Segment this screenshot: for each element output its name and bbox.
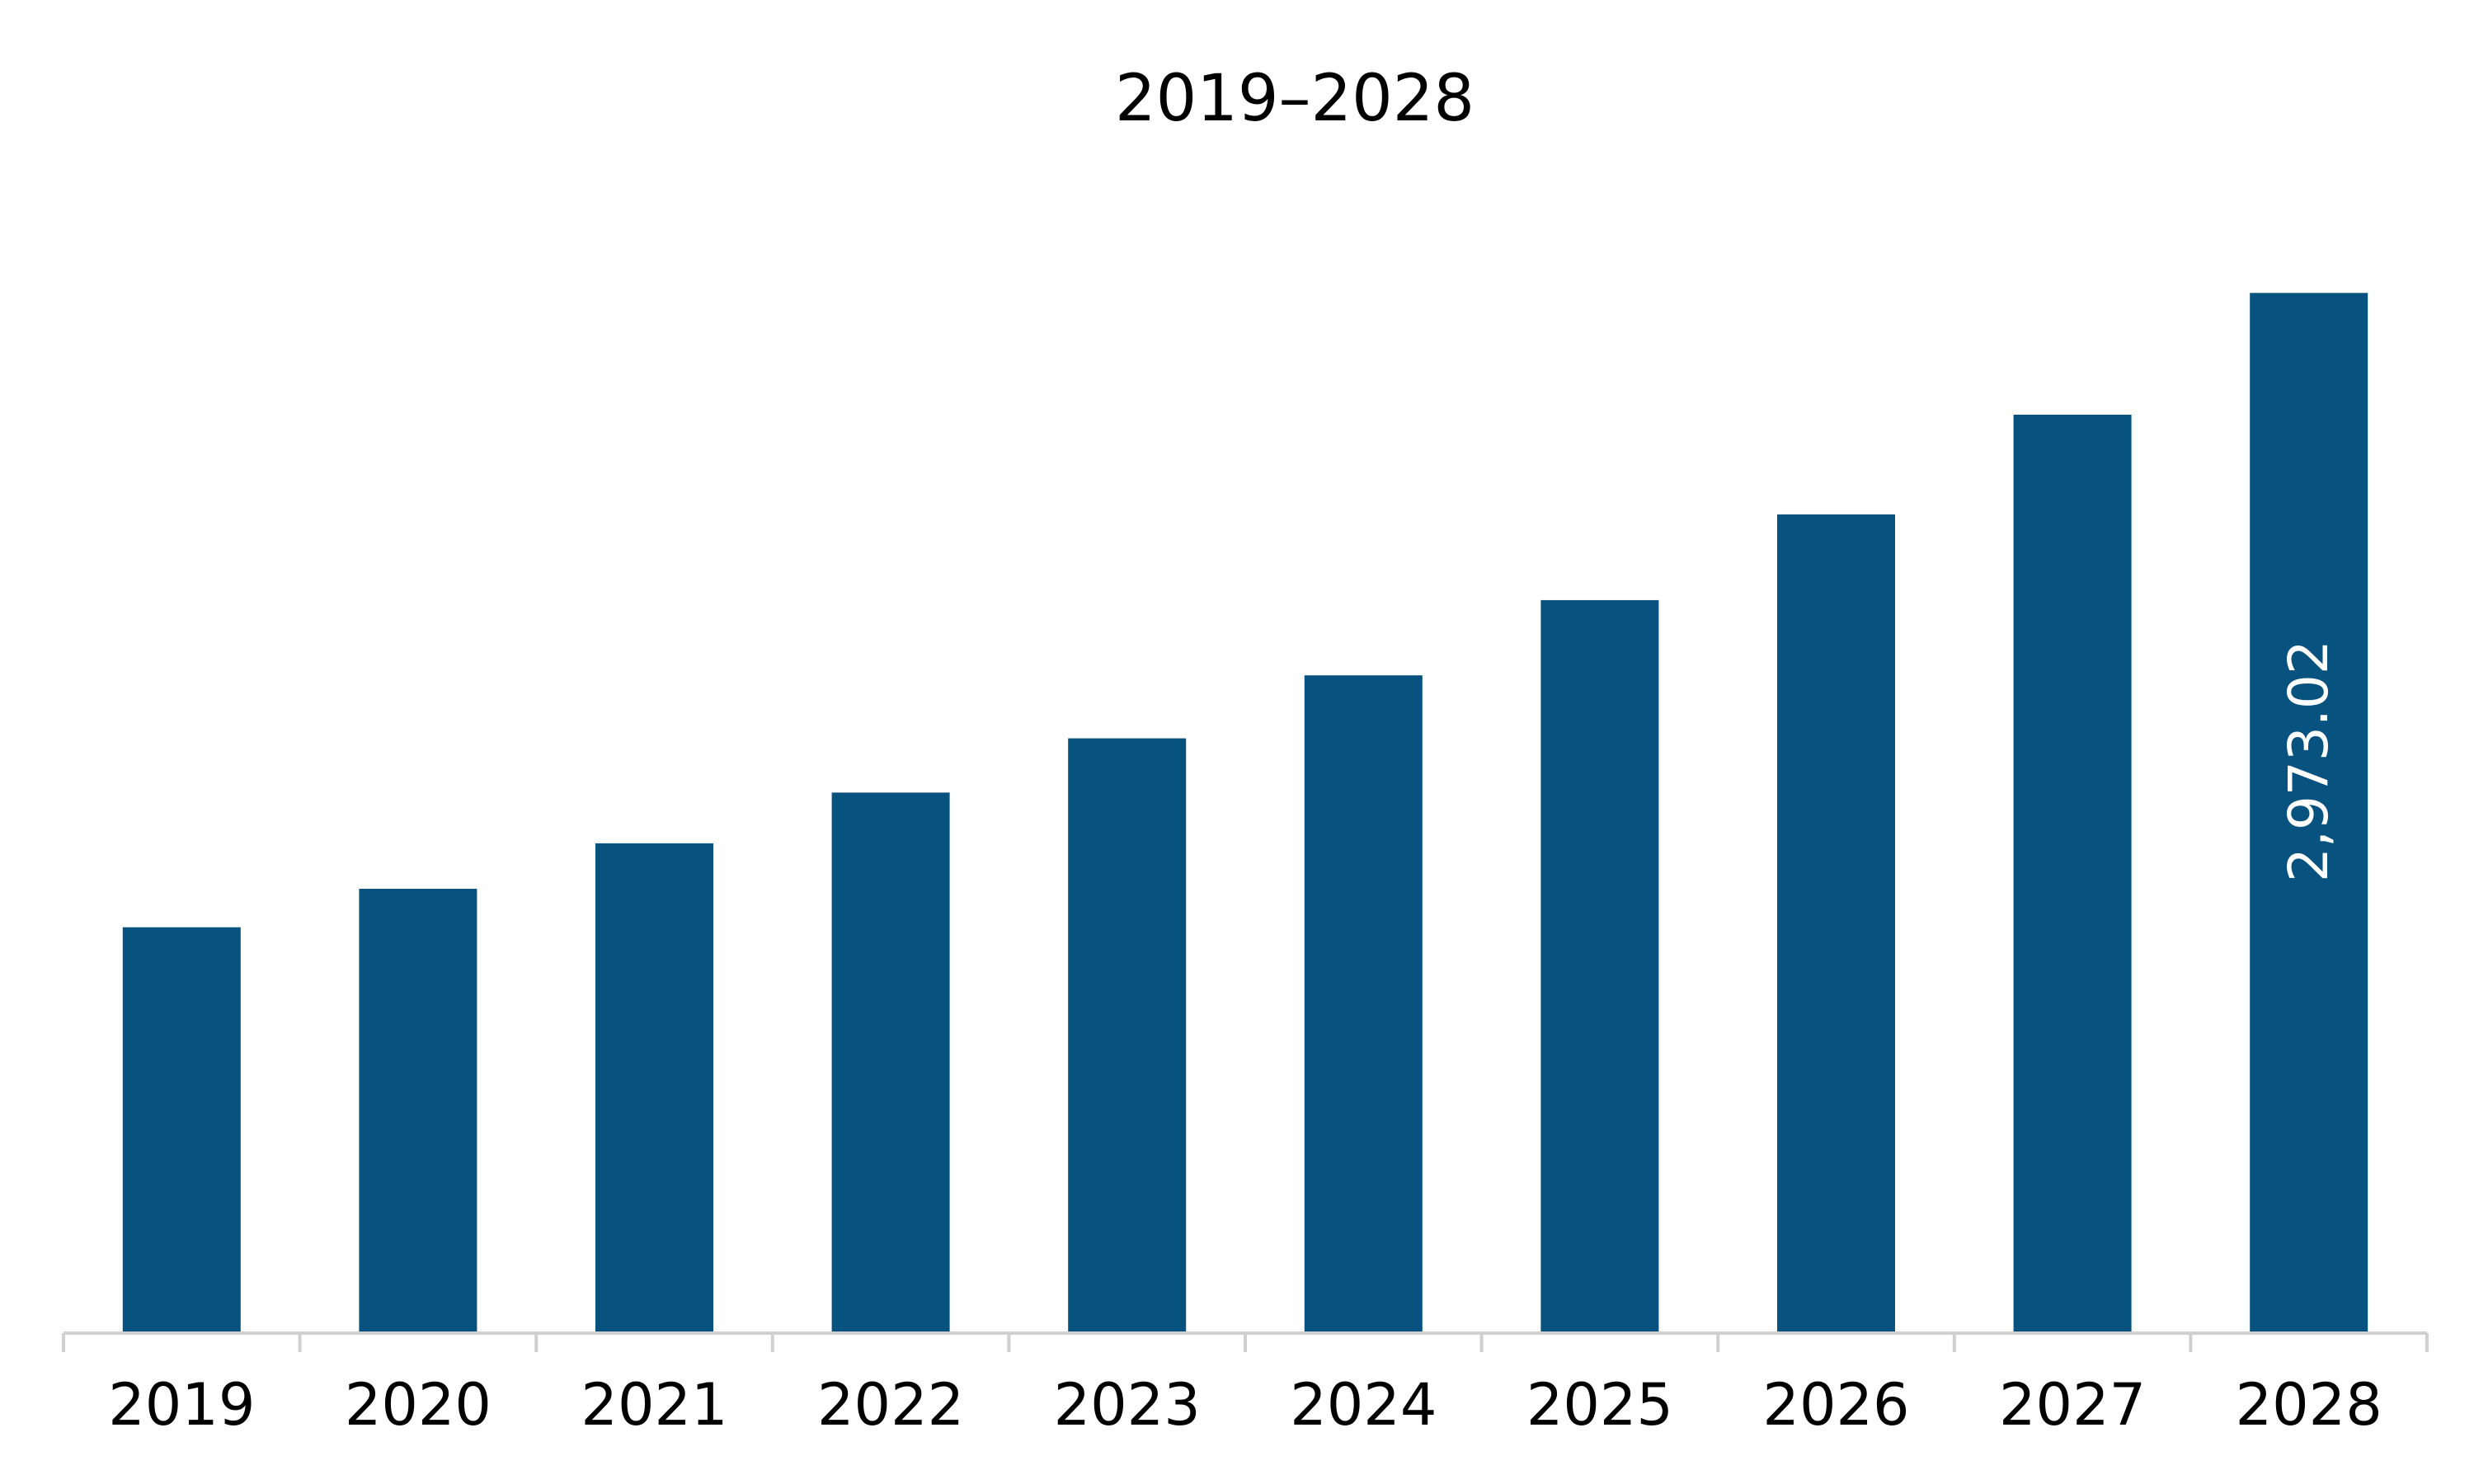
bar-2027 bbox=[2013, 415, 2132, 1333]
bar-2021 bbox=[595, 843, 713, 1334]
bar-2022 bbox=[831, 792, 950, 1333]
data-labels: 2,973.02 bbox=[2277, 640, 2340, 882]
bars-layer bbox=[122, 293, 2368, 1334]
x-tick-label-2023: 2023 bbox=[1054, 1371, 1201, 1439]
data-label-2028: 2,973.02 bbox=[2277, 640, 2340, 882]
x-tick-label-2024: 2024 bbox=[1290, 1371, 1437, 1439]
bar-2020 bbox=[359, 889, 477, 1333]
x-tick-label-2025: 2025 bbox=[1526, 1371, 1673, 1439]
x-tick-label-2021: 2021 bbox=[581, 1371, 727, 1439]
bar-2028 bbox=[2250, 293, 2368, 1333]
x-axis-tick-labels: 2019 2020 2021 2022 2023 2024 2025 2026 2027 2028 bbox=[108, 1371, 2382, 1439]
x-axis bbox=[62, 1331, 2429, 1352]
bar-2026 bbox=[1777, 514, 1895, 1333]
x-tick-label-2028: 2028 bbox=[2236, 1371, 2382, 1439]
bar-2025 bbox=[1540, 599, 1659, 1333]
x-tick-label-2022: 2022 bbox=[817, 1371, 964, 1439]
bar-2023 bbox=[1068, 738, 1187, 1333]
bar-2024 bbox=[1304, 675, 1423, 1333]
x-tick-label-2026: 2026 bbox=[1762, 1371, 1909, 1439]
chart-title: 2019–2028 bbox=[1115, 62, 1475, 136]
x-tick-label-2019: 2019 bbox=[108, 1371, 255, 1439]
x-tick-label-2020: 2020 bbox=[345, 1371, 492, 1439]
x-tick-label-2027: 2027 bbox=[1999, 1371, 2146, 1439]
bar-2019 bbox=[122, 927, 241, 1333]
